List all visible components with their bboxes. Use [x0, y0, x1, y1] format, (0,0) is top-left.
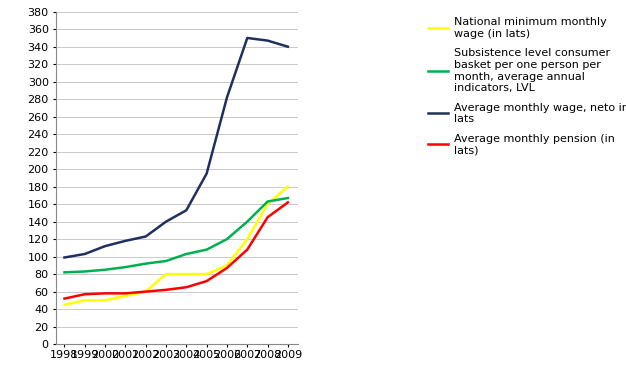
- Legend: National minimum monthly
wage (in lats), Subsistence level consumer
basket per o: National minimum monthly wage (in lats),…: [428, 17, 626, 155]
